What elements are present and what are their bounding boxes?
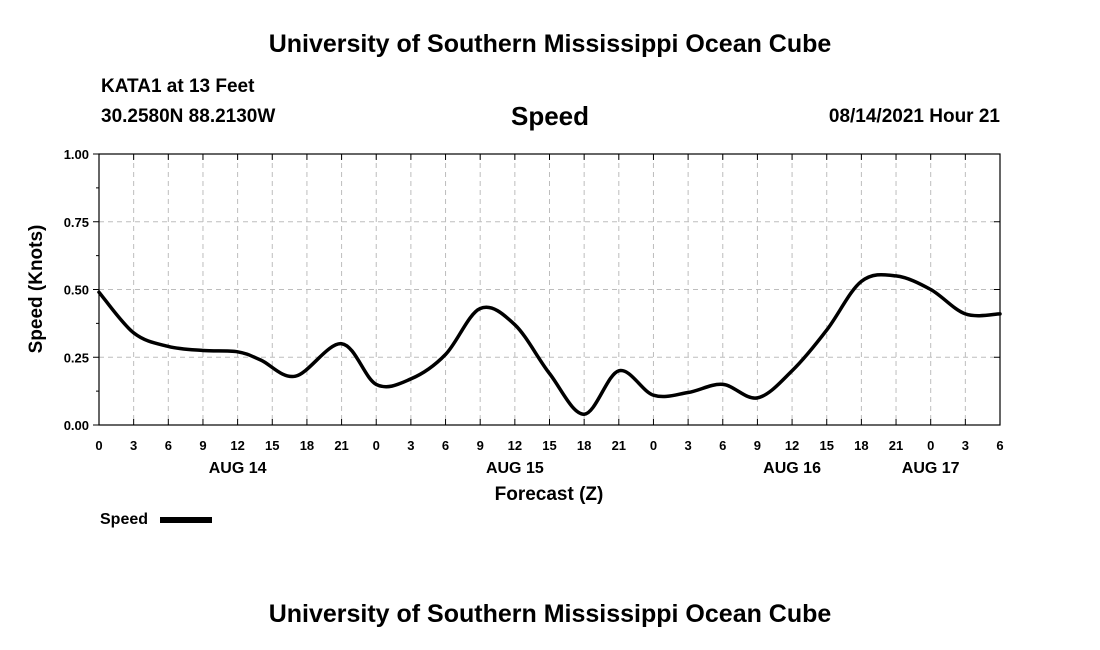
x-tick-label: 15 (542, 438, 556, 453)
legend-label: Speed (100, 511, 148, 528)
x-tick-label: 21 (334, 438, 348, 453)
chart-title: Speed (510, 101, 590, 131)
y-tick-label: 0.75 (64, 215, 89, 230)
x-tick-label: 0 (650, 438, 657, 453)
y-axis-label: Speed (Knots) (26, 225, 47, 354)
x-tick-label: 6 (442, 438, 449, 453)
day-label: AUG 14 (209, 460, 267, 477)
x-tick-label: 15 (819, 438, 833, 453)
page-title: University of Southern Mississippi Ocean… (268, 30, 832, 58)
chart-tick-labels: 0 3 6 9 12 15 18 21 0 3 6 9 12 15 18 21 0 3 6 9 12 15 18 21 0 3 6 0… (64, 147, 1004, 477)
x-tick-label: 15 (265, 438, 279, 453)
x-tick-label: 6 (996, 438, 1003, 453)
x-tick-label: 0 (95, 438, 102, 453)
x-tick-label: 12 (508, 438, 522, 453)
x-tick-label: 3 (407, 438, 414, 453)
x-tick-label: 6 (165, 438, 172, 453)
x-tick-label: 6 (719, 438, 726, 453)
x-tick-label: 18 (577, 438, 591, 453)
x-tick-label: 12 (785, 438, 799, 453)
x-tick-label: 3 (130, 438, 137, 453)
speed-series-line (97, 272, 1002, 416)
x-tick-label: 0 (373, 438, 380, 453)
day-label: AUG 16 (763, 460, 821, 477)
x-tick-label: 21 (612, 438, 626, 453)
day-label: AUG 17 (902, 460, 960, 477)
forecast-timestamp: 08/14/2021 Hour 21 (828, 106, 1000, 127)
y-tick-label: 1.00 (64, 147, 89, 162)
station-label: KATA1 at 13 Feet (101, 76, 255, 97)
y-tick-label: 0.25 (64, 350, 89, 365)
x-tick-label: 3 (962, 438, 969, 453)
x-tick-label: 18 (854, 438, 868, 453)
day-label: AUG 15 (486, 460, 544, 477)
x-tick-label: 12 (230, 438, 244, 453)
chart-ticks (93, 153, 1001, 426)
chart-grid (99, 154, 1000, 425)
x-tick-label: 9 (199, 438, 206, 453)
y-tick-label: 0.50 (64, 283, 89, 298)
x-tick-label: 21 (889, 438, 903, 453)
x-tick-label: 9 (477, 438, 484, 453)
x-tick-label: 0 (927, 438, 934, 453)
y-tick-label: 0.00 (64, 418, 89, 433)
x-tick-label: 9 (754, 438, 761, 453)
x-tick-label: 18 (300, 438, 314, 453)
x-tick-label: 3 (684, 438, 691, 453)
x-axis-label: Forecast (Z) (495, 484, 604, 505)
station-coordinates: 30.2580N 88.2130W (101, 106, 276, 127)
page-footer-title: University of Southern Mississippi Ocean… (268, 600, 832, 628)
